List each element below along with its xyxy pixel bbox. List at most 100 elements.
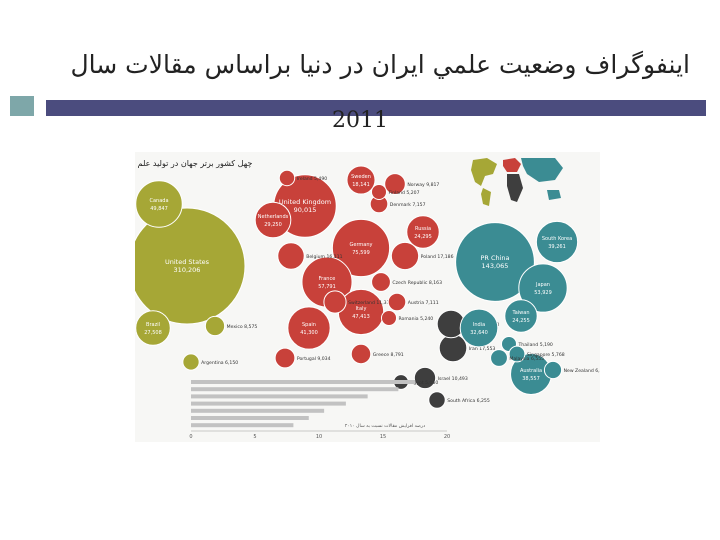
bubble-label: Japan [535, 282, 550, 288]
bubble-label: Canada [149, 198, 168, 204]
bubble-label: Austria 7,111 [408, 300, 439, 306]
bubble-label: United Kingdom [279, 198, 331, 206]
bubble-label: Norway 9,817 [407, 182, 439, 188]
accent-bar-teal [10, 96, 34, 116]
growth-bar [191, 408, 325, 413]
bubble-label: Egypt 5,050 [410, 380, 438, 386]
bubble-south-africa [428, 391, 446, 409]
chart-title: چهل کشور برتر جهان در تولید علم [138, 159, 253, 168]
accent-bar-navy [46, 100, 706, 116]
bubble-label: Portugal 9,034 [297, 356, 331, 362]
bubble-spain [287, 306, 331, 350]
bar-axis-label: درصد افزایش مقالات نسبت به سال ۲۰۱۰ [345, 423, 425, 429]
bubble-romania [380, 309, 398, 327]
bubble-label: Belgium 16,111 [306, 254, 342, 260]
bubble-germany [331, 218, 391, 278]
bubble-value: 310,206 [174, 266, 201, 274]
bubble-label: Poland 17,186 [421, 254, 454, 260]
bubble-label: Singapore 5,768 [527, 352, 565, 358]
bubble-value: 47,413 [352, 314, 370, 320]
bubble-czech-republic [371, 272, 391, 292]
bubble-label: Greece 8,791 [373, 352, 404, 358]
bubble-value: 53,929 [534, 290, 552, 296]
bubble-label: Netherlands [258, 214, 289, 220]
bar-tick-label: 5 [253, 434, 256, 440]
bubble-value: 57,791 [318, 284, 336, 290]
bubble-italy [337, 288, 385, 336]
bubble-label: Iran 17,553 [469, 346, 496, 352]
bubble-brazil [135, 310, 171, 346]
bubble-label: South Africa 6,255 [447, 398, 490, 404]
bubble-label: South Korea [542, 236, 572, 242]
bubble-ireland [278, 169, 296, 187]
bubble-canada [135, 180, 183, 228]
bubble-mexico [204, 315, 226, 337]
growth-bar [191, 380, 415, 384]
bubble-japan [518, 263, 568, 313]
bubble-sweden [346, 165, 376, 195]
bubble-label: Russia [415, 226, 431, 232]
bubble-malaysia [490, 349, 508, 367]
bubble-label: Israel 10,493 [438, 376, 468, 382]
bubble-greece [350, 343, 372, 365]
bubble-label: India [473, 322, 485, 328]
bubble-argentina [182, 353, 200, 371]
bubble-label: Germany [350, 242, 373, 248]
bubble-value: 27,508 [144, 330, 162, 336]
bubble-label: PR China [480, 254, 509, 262]
bubble-value: 143,065 [482, 262, 509, 270]
bubble-singapore [508, 345, 526, 363]
bar-tick-label: 20 [444, 434, 450, 440]
bubble-label: Mexico 8,575 [227, 324, 258, 330]
bubble-label: Czech Republic 8,163 [392, 280, 442, 286]
bubble-russia [406, 215, 440, 249]
bubble-value: 90,015 [294, 206, 317, 214]
bubble-label: Denmark 7,157 [390, 202, 426, 208]
growth-bar [191, 394, 368, 399]
bubble-value: 32,640 [470, 330, 488, 336]
bubble-label: France [319, 276, 336, 282]
growth-bar [191, 423, 294, 428]
bubble-value: 24,295 [414, 234, 432, 240]
bubble-label: Sweden [351, 174, 371, 180]
bubble-label: United States [165, 258, 210, 266]
bubble-label: Spain [302, 322, 316, 328]
bubble-label: New Zealand 6,805 [564, 368, 600, 374]
bubble-austria [387, 292, 407, 312]
growth-bar [191, 387, 399, 392]
bubble-label: Taiwan [511, 310, 529, 316]
bubble-value: 24,255 [512, 318, 530, 324]
bubble-south-korea [535, 220, 579, 264]
bubble-portugal [274, 347, 296, 369]
bubble-value: 75,599 [352, 250, 370, 256]
bubble-taiwan [504, 299, 538, 333]
bubble-label: Thailand 5,190 [518, 342, 553, 348]
bar-tick-label: 10 [316, 434, 322, 440]
bubble-value: 49,847 [150, 206, 168, 212]
bubble-label: Switzerland 11,372 [348, 300, 392, 306]
bar-tick-label: 0 [189, 434, 192, 440]
bubble-label: Argentina 6,150 [201, 360, 238, 366]
bubble-pr-china [455, 222, 535, 302]
bar-tick-label: 15 [380, 434, 386, 440]
bubble-label: Finland 5,207 [389, 190, 420, 196]
bubble-chart: چهل کشور برتر جهان در تولید علم United S… [128, 152, 608, 442]
bubble-label: Italy [356, 306, 367, 312]
bubble-label: Brazil [146, 322, 160, 328]
bubble-value: 18,141 [352, 182, 370, 188]
bubble-value: 41,300 [300, 330, 318, 336]
bubble-value: 38,557 [522, 376, 540, 382]
bubble-new-zealand [543, 360, 563, 380]
slide-title: اینفوگراف وضعیت علمي ایران در دنیا براسا… [70, 50, 691, 79]
infographic: چهل کشور برتر جهان در تولید علم United S… [128, 152, 608, 442]
bubble-norway [384, 173, 406, 195]
bubble-iran [438, 333, 468, 363]
bubble-label: Ireland 5,490 [297, 176, 328, 182]
bubble-label: Romania 5,240 [399, 316, 434, 322]
bubble-israel [413, 366, 437, 390]
bubble-label: Australia [520, 368, 542, 374]
growth-bar [191, 416, 309, 420]
bubble-india [459, 308, 499, 348]
bubble-value: 29,250 [264, 222, 282, 228]
bubble-switzerland [323, 290, 347, 314]
